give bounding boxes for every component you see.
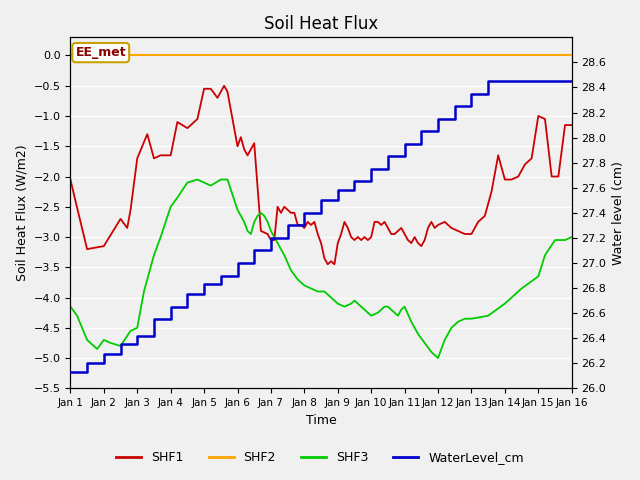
Y-axis label: Water level (cm): Water level (cm) [612, 161, 625, 265]
X-axis label: Time: Time [306, 414, 337, 427]
Legend: SHF1, SHF2, SHF3, WaterLevel_cm: SHF1, SHF2, SHF3, WaterLevel_cm [111, 446, 529, 469]
Y-axis label: Soil Heat Flux (W/m2): Soil Heat Flux (W/m2) [15, 144, 28, 281]
Title: Soil Heat Flux: Soil Heat Flux [264, 15, 378, 33]
Text: EE_met: EE_met [76, 46, 126, 59]
